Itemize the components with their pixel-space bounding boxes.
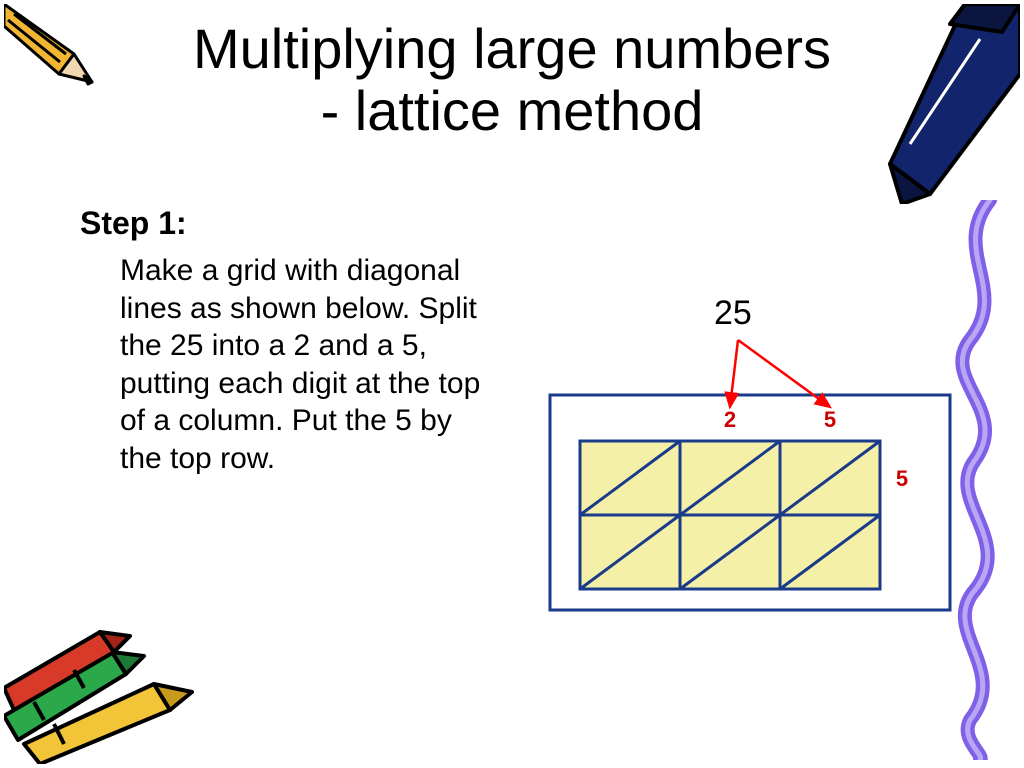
slide-title: Multiplying large numbers - lattice meth… [0,18,1024,141]
svg-text:5: 5 [896,466,908,491]
step-label: Step 1: [80,205,187,242]
split-number-label: 25 [714,294,752,333]
slide: Multiplying large numbers - lattice meth… [0,0,1024,768]
svg-text:5: 5 [824,407,836,432]
crayons-bottom-left-icon [4,624,214,764]
lattice-diagram: 2 5 2 5 5 [540,300,960,620]
svg-text:2: 2 [724,407,736,432]
title-line-1: Multiplying large numbers [193,17,831,80]
step-body-text: Make a grid with diagonal lines as shown… [120,252,490,477]
lattice-svg: 2 5 5 [540,300,960,620]
title-line-2: - lattice method [321,79,704,142]
